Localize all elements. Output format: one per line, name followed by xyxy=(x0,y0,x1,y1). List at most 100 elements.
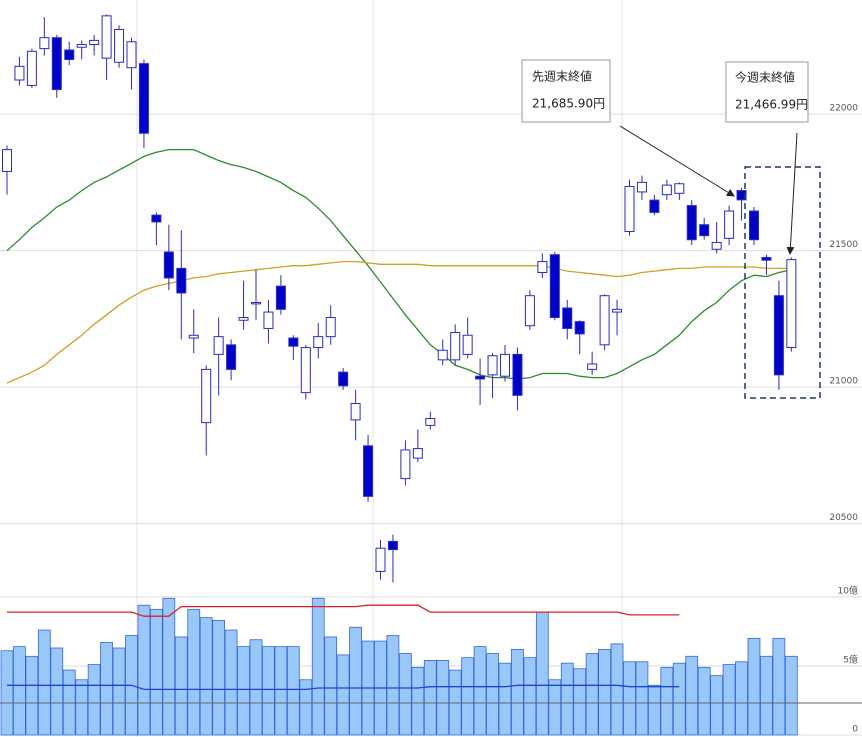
volume-bar xyxy=(560,662,574,736)
highlight-box xyxy=(744,166,821,399)
candle-body xyxy=(2,149,12,172)
volume-bar xyxy=(162,597,176,736)
annotation-text: 21,685.90円 xyxy=(532,97,605,111)
volume-bar xyxy=(212,619,225,736)
y-tick-label: 10億 xyxy=(838,584,858,596)
candle-body xyxy=(325,317,336,338)
candle-body xyxy=(724,210,735,239)
candle-body xyxy=(649,199,660,213)
volume-bar xyxy=(311,597,325,736)
candle-body xyxy=(64,49,75,61)
volume-bar xyxy=(100,642,113,736)
volume-bar xyxy=(548,679,562,736)
candle-body xyxy=(375,547,386,572)
candle-body xyxy=(686,205,697,241)
volume-bar xyxy=(685,655,699,736)
volume-bar xyxy=(262,646,275,736)
candle-body xyxy=(288,337,299,347)
candle-body xyxy=(400,449,411,480)
volume-bar xyxy=(423,660,437,736)
volume-bar xyxy=(274,646,288,736)
volume-bar xyxy=(199,617,213,736)
moving-average-line xyxy=(7,604,680,617)
candle-body xyxy=(749,210,759,241)
volume-bar xyxy=(386,635,400,736)
volume-bar xyxy=(473,646,487,736)
candle-body xyxy=(736,190,747,201)
candle-body xyxy=(624,185,635,233)
candle-body xyxy=(574,321,585,335)
y-tick-label: 21500 xyxy=(829,240,858,250)
candle-body xyxy=(475,375,486,380)
candle-body xyxy=(711,241,722,250)
volume-bar xyxy=(149,608,163,736)
candle-body xyxy=(163,251,174,279)
candle-body xyxy=(39,37,50,50)
volume-bar xyxy=(722,664,736,736)
annotation-box xyxy=(521,59,611,123)
candle-body xyxy=(176,267,187,294)
candle-body xyxy=(51,37,62,91)
volume-bar xyxy=(411,666,425,736)
volume-bar xyxy=(13,646,26,736)
y-tick-label: 5億 xyxy=(843,653,858,665)
volume-bar xyxy=(249,639,263,736)
candle-body xyxy=(773,295,784,376)
volume-bar xyxy=(0,650,14,736)
volume-bar xyxy=(461,657,474,736)
volume-bar xyxy=(174,636,188,736)
candle-body xyxy=(562,307,573,329)
volume-bar xyxy=(336,654,350,736)
candle-body xyxy=(412,448,423,459)
volume-bar xyxy=(573,668,587,736)
volume-bar xyxy=(772,637,786,736)
candle-body xyxy=(188,334,199,339)
annotation-box xyxy=(725,61,809,123)
volume-bar xyxy=(672,662,686,736)
volume-bar xyxy=(324,636,338,736)
candle-body xyxy=(238,317,249,321)
volume-bar xyxy=(610,643,624,736)
candle-body xyxy=(612,308,623,313)
candle-body xyxy=(512,353,523,396)
volume-bar xyxy=(697,666,711,736)
volume-bar xyxy=(523,657,537,736)
volume-bar xyxy=(648,684,661,736)
volume-bar xyxy=(37,629,51,736)
candle-body xyxy=(599,295,610,346)
candle-body xyxy=(89,39,100,46)
annotation-title: 先週末終値 xyxy=(532,69,592,84)
volume-bar xyxy=(87,664,101,736)
volume-bar xyxy=(187,608,201,736)
candle-body xyxy=(636,181,647,193)
volume-bar xyxy=(224,629,238,736)
candle-body xyxy=(363,445,374,497)
y-tick-label: 21000 xyxy=(829,377,858,387)
candle-body xyxy=(101,15,112,59)
candle-body xyxy=(338,371,349,387)
volume-bar xyxy=(50,647,64,736)
candle-body xyxy=(462,334,473,355)
candle-body xyxy=(313,336,324,349)
candle-body xyxy=(549,254,560,319)
candle-body xyxy=(201,368,212,424)
volume-bar xyxy=(286,646,300,736)
volume-bar xyxy=(299,679,313,736)
candle-body xyxy=(674,183,685,194)
moving-average-line xyxy=(6,148,792,380)
candle-body xyxy=(500,353,510,377)
annotation-arrow xyxy=(619,125,735,197)
volume-bar xyxy=(710,675,724,736)
volume-bar xyxy=(585,653,599,736)
candle-body xyxy=(587,363,598,370)
moving-average-line xyxy=(6,260,792,384)
candle-body xyxy=(699,224,710,237)
y-tick-label: 0 xyxy=(852,725,858,735)
moving-average-line xyxy=(7,684,680,691)
volume-bar xyxy=(598,648,611,736)
candle-body xyxy=(350,403,361,421)
volume-bar xyxy=(635,661,649,736)
candle-body xyxy=(425,418,436,426)
volume-bar xyxy=(112,647,126,736)
